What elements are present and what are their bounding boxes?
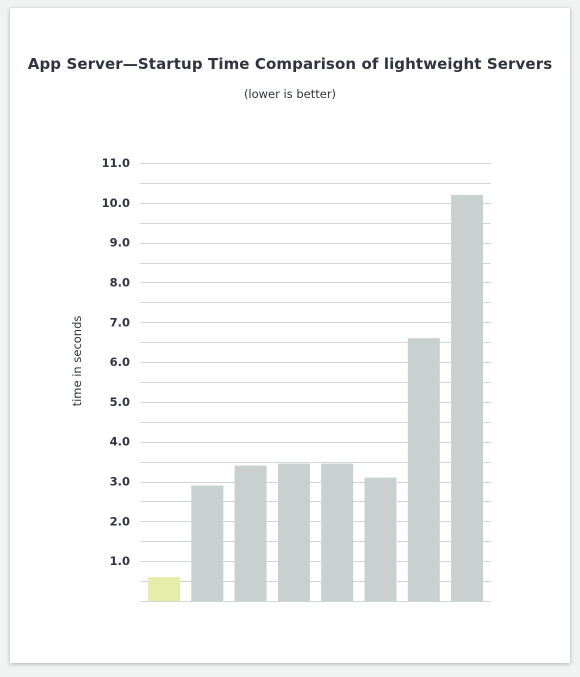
y-tick-label: 11.0 [102,156,130,170]
y-tick-label: 8.0 [110,275,130,289]
y-tick-label: 9.0 [110,236,130,250]
y-tick-label: 2.0 [110,514,130,528]
y-tick-label: 7.0 [110,315,130,329]
y-tick-label: 4.0 [110,435,130,449]
bar [191,485,224,601]
bar [407,338,440,601]
chart-subtitle: (lower is better) [243,87,337,101]
chart-title: App Server—Startup Time Comparison of li… [27,55,553,73]
bars [148,194,484,601]
y-tick-labels: 1.0 2.0 3.0 4.0 5.0 6.0 7.0 8.0 9.0 10.0 11.0 [102,156,130,568]
bar [451,194,484,601]
bar [234,465,267,601]
bar [364,477,397,601]
bar [277,463,310,601]
y-tick-label: 1.0 [110,554,130,568]
bar [321,463,354,601]
y-tick-label: 5.0 [110,395,130,409]
y-tick-label: 3.0 [110,475,130,489]
y-tick-label: 10.0 [102,196,130,210]
y-tick-label: 6.0 [110,355,130,369]
bar [148,577,180,601]
